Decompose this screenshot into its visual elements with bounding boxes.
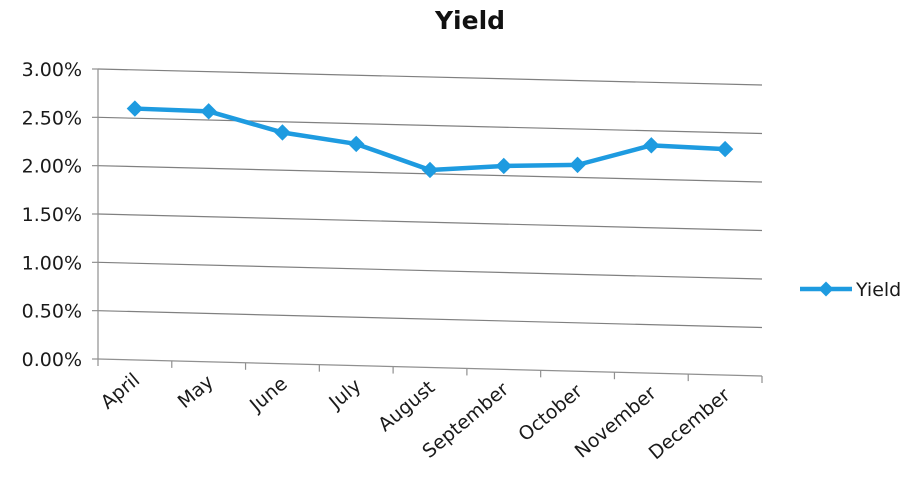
y-tick-label: 1.50%: [22, 204, 82, 226]
gridline: [97, 68, 763, 86]
data-point-marker: [421, 161, 439, 179]
y-tick-label: 0.00%: [22, 349, 82, 371]
data-point-marker: [126, 100, 144, 117]
x-axis-line: [97, 358, 763, 377]
series-line: [132, 106, 728, 173]
series-layer: [126, 100, 734, 179]
y-tick-label: 1.00%: [22, 252, 82, 274]
legend: Yield: [800, 279, 901, 301]
y-tick-label: 2.50%: [22, 107, 82, 129]
gridline: [97, 261, 763, 280]
legend-label: Yield: [855, 279, 901, 301]
gridline: [97, 310, 763, 329]
data-point-marker: [716, 140, 734, 158]
x-tick-label: July: [324, 375, 365, 414]
legend-marker-swatch: [818, 281, 834, 297]
data-point-marker: [274, 124, 291, 141]
x-tick-label: June: [245, 373, 292, 417]
x-tick-label: August: [374, 376, 439, 436]
x-tick-label: October: [514, 380, 587, 446]
y-tick-label: 2.00%: [22, 156, 82, 178]
x-tick-label: December: [645, 384, 735, 464]
data-point-marker: [495, 157, 512, 175]
y-tick-label: 3.00%: [22, 59, 82, 81]
y-axis-tick-labels: 0.00% 0.50% 1.00% 1.50% 2.00% 2.50% 3.00%: [22, 59, 82, 371]
axes: [92, 68, 763, 383]
data-point-marker: [643, 137, 660, 154]
y-tick-label: 0.50%: [22, 301, 82, 323]
data-point-marker: [569, 156, 586, 174]
gridline: [97, 213, 763, 232]
gridlines: [97, 68, 763, 329]
x-tick-label: April: [97, 369, 144, 414]
data-point-marker: [200, 103, 217, 120]
chart-title: Yield: [434, 6, 506, 35]
data-point-marker: [348, 135, 365, 153]
gridline: [97, 116, 763, 135]
x-tick-label: May: [174, 371, 218, 413]
